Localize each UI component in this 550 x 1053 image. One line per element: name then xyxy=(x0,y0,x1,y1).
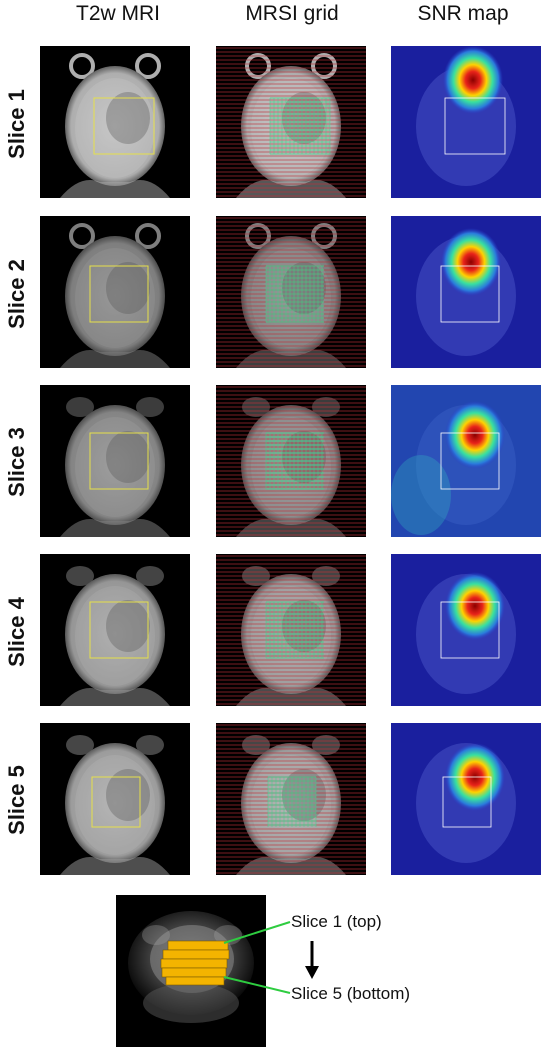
slice-position-image xyxy=(116,895,266,1047)
column-header-t2w: T2w MRI xyxy=(76,2,160,25)
column-header-mrsi: MRSI grid xyxy=(245,2,339,25)
mrsi-grid-lines xyxy=(216,47,366,197)
mrsi-voxel-grid xyxy=(265,601,324,659)
panel-mrsi-slice-2 xyxy=(216,216,366,368)
panel-t2w-slice-2 xyxy=(40,216,190,368)
panel-mrsi-slice-3 xyxy=(216,385,366,537)
leader-line-top xyxy=(223,921,291,944)
panel-mrsi-slice-4 xyxy=(216,554,366,706)
panel-t2w-slice-3 xyxy=(40,385,190,537)
mrsi-grid-lines xyxy=(216,386,366,536)
arrow-down-icon xyxy=(305,941,319,979)
panel-t2w-slice-1 xyxy=(40,46,190,198)
leader-line-bottom xyxy=(223,976,291,994)
panel-snr-slice-2 xyxy=(391,216,541,368)
panel-snr-slice-4 xyxy=(391,554,541,706)
mrsi-grid-lines xyxy=(216,555,366,705)
panel-snr-slice-5 xyxy=(391,723,541,875)
mrsi-voxel-grid xyxy=(267,776,317,827)
panel-mrsi-slice-1 xyxy=(216,46,366,198)
mrsi-voxel-grid xyxy=(269,97,331,155)
column-header-snr: SNR map xyxy=(417,2,509,25)
panel-snr-slice-1 xyxy=(391,46,541,198)
panel-t2w-slice-5 xyxy=(40,723,190,875)
panel-snr-slice-3 xyxy=(391,385,541,537)
slice-5-bottom-label: Slice 5 (bottom) xyxy=(291,984,411,1003)
panel-t2w-slice-4 xyxy=(40,554,190,706)
panel-mrsi-slice-5 xyxy=(216,723,366,875)
mrsi-voxel-grid xyxy=(265,265,324,323)
mrsi-voxel-grid xyxy=(265,432,324,490)
slice-slabs xyxy=(160,940,230,986)
slice-1-top-label: Slice 1 (top) xyxy=(291,912,382,931)
